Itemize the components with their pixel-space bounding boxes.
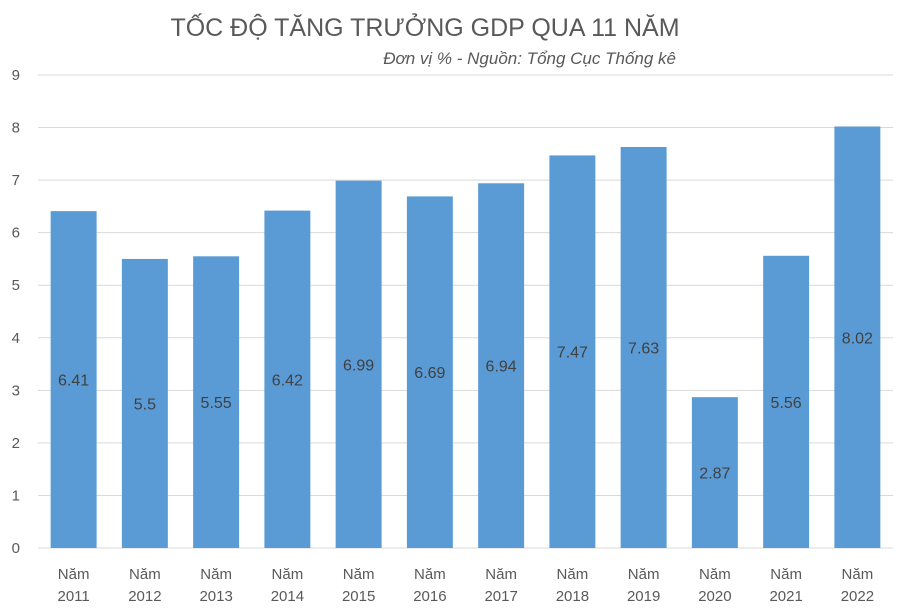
gridlines bbox=[38, 74, 893, 549]
data-labels: 6.41 5.5 5.55 6.42 6.99 6.69 6.94 7.47 7.63 2.87 5… bbox=[58, 330, 873, 482]
y-tick-label: 1 bbox=[12, 487, 20, 504]
x-tick-label-line1: Năm bbox=[58, 566, 90, 583]
x-tick-label-line1: Năm bbox=[200, 566, 232, 583]
x-tick-label-line2: 2019 bbox=[627, 588, 660, 605]
x-tick-label-line1: Năm bbox=[699, 566, 731, 583]
bar bbox=[620, 147, 667, 549]
data-label: 5.5 bbox=[134, 396, 156, 413]
data-label: 7.47 bbox=[557, 345, 588, 362]
y-tick-label: 6 bbox=[12, 225, 20, 242]
y-tick-label: 8 bbox=[12, 120, 20, 137]
y-tick-label: 9 bbox=[12, 67, 20, 84]
bar bbox=[691, 397, 738, 548]
bar bbox=[335, 180, 382, 549]
x-tick-label-line2: 2013 bbox=[199, 588, 232, 605]
bar bbox=[406, 196, 453, 549]
bar bbox=[193, 256, 240, 548]
x-tick-label-line1: Năm bbox=[557, 566, 589, 583]
x-tick-label-line2: 2016 bbox=[413, 588, 446, 605]
x-tick-label-line2: 2020 bbox=[698, 588, 731, 605]
chart-title: TỐC ĐỘ TĂNG TRƯỞNG GDP QUA 11 NĂM bbox=[170, 12, 679, 42]
data-label: 5.56 bbox=[771, 395, 802, 412]
x-tick-label-line2: 2022 bbox=[841, 588, 874, 605]
data-label: 5.55 bbox=[201, 395, 232, 412]
data-label: 6.42 bbox=[272, 372, 303, 389]
x-tick-label-line1: Năm bbox=[129, 566, 161, 583]
x-tick-label-line2: 2011 bbox=[57, 588, 89, 605]
x-tick-label-line2: 2018 bbox=[556, 588, 589, 605]
x-tick-label-line1: Năm bbox=[770, 566, 802, 583]
data-label: 2.87 bbox=[699, 466, 730, 483]
x-tick-label-line1: Năm bbox=[414, 566, 446, 583]
y-tick-label: 3 bbox=[12, 382, 20, 399]
bar bbox=[478, 183, 525, 548]
bar bbox=[549, 155, 596, 548]
bar bbox=[121, 258, 168, 548]
x-tick-label-line2: 2015 bbox=[342, 588, 375, 605]
x-tick-label-line1: Năm bbox=[842, 566, 874, 583]
x-tick-label-line2: 2012 bbox=[128, 588, 161, 605]
bar bbox=[264, 210, 311, 549]
bar bbox=[763, 255, 810, 548]
bar bbox=[50, 211, 97, 548]
x-tick-label-line2: 2017 bbox=[484, 588, 517, 605]
y-tick-label: 7 bbox=[12, 172, 20, 189]
x-axis-labels: Năm 2011 Năm 2012 Năm 2013 Năm 2014 Năm 2015 Năm 20… bbox=[57, 566, 874, 605]
x-tick-label-line2: 2021 bbox=[769, 588, 802, 605]
y-tick-label: 2 bbox=[12, 435, 20, 452]
bars bbox=[50, 126, 881, 549]
x-tick-label-line1: Năm bbox=[343, 566, 375, 583]
y-axis-ticks: 0 1 2 3 4 5 6 7 8 9 bbox=[12, 67, 20, 557]
x-tick-label-line2: 2014 bbox=[271, 588, 304, 605]
data-label: 7.63 bbox=[628, 341, 659, 358]
data-label: 6.99 bbox=[343, 357, 374, 374]
data-label: 6.94 bbox=[486, 359, 517, 376]
y-tick-label: 0 bbox=[12, 540, 20, 557]
bar bbox=[834, 126, 881, 548]
x-tick-label-line1: Năm bbox=[485, 566, 517, 583]
data-label: 6.69 bbox=[414, 365, 445, 382]
y-tick-label: 5 bbox=[12, 277, 20, 294]
chart-subtitle: Đơn vị % - Nguồn: Tổng Cục Thống kê bbox=[383, 49, 676, 68]
data-label: 8.02 bbox=[842, 330, 873, 347]
x-tick-label-line1: Năm bbox=[272, 566, 304, 583]
x-tick-label-line1: Năm bbox=[628, 566, 660, 583]
y-tick-label: 4 bbox=[12, 330, 20, 347]
data-label: 6.41 bbox=[58, 373, 89, 390]
